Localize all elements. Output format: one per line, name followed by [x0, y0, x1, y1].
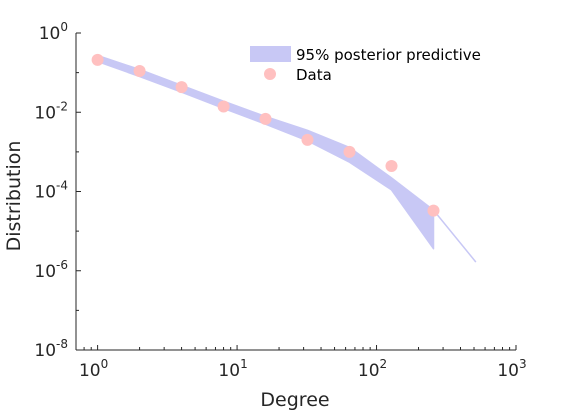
data-point [133, 65, 146, 77]
x-axis-title: Degree [260, 389, 329, 411]
data-point [91, 53, 104, 66]
data-point [427, 204, 440, 217]
posterior-band [96, 54, 477, 263]
x-tick-label: 103 [497, 357, 526, 381]
x-tick-label: 100 [79, 357, 108, 381]
y-axis-title: Distribution [3, 141, 25, 252]
x-tick-label: 101 [218, 357, 247, 381]
x-tick-label: 102 [358, 357, 387, 381]
data-point [301, 133, 314, 146]
data-point [385, 160, 398, 172]
data-point [343, 145, 356, 158]
legend: 95% posterior predictive Data [250, 46, 481, 84]
y-tick-label: 100 [39, 20, 68, 44]
data-point [259, 112, 272, 125]
legend-band-label: 95% posterior predictive [296, 46, 481, 64]
y-tick-label: 10-4 [34, 179, 68, 203]
legend-band-swatch [250, 46, 291, 62]
y-tick-label: 10-6 [34, 258, 68, 282]
axes: 100 101 102 103 100 10-2 10-4 10-6 10-8 [34, 20, 526, 381]
data-point [175, 81, 188, 94]
legend-data-label: Data [296, 66, 332, 84]
data-point [217, 100, 230, 113]
plot-area [91, 53, 477, 263]
y-tick-label: 10-8 [34, 337, 68, 361]
y-tick-label: 10-2 [34, 99, 68, 123]
legend-data-swatch [264, 68, 276, 80]
